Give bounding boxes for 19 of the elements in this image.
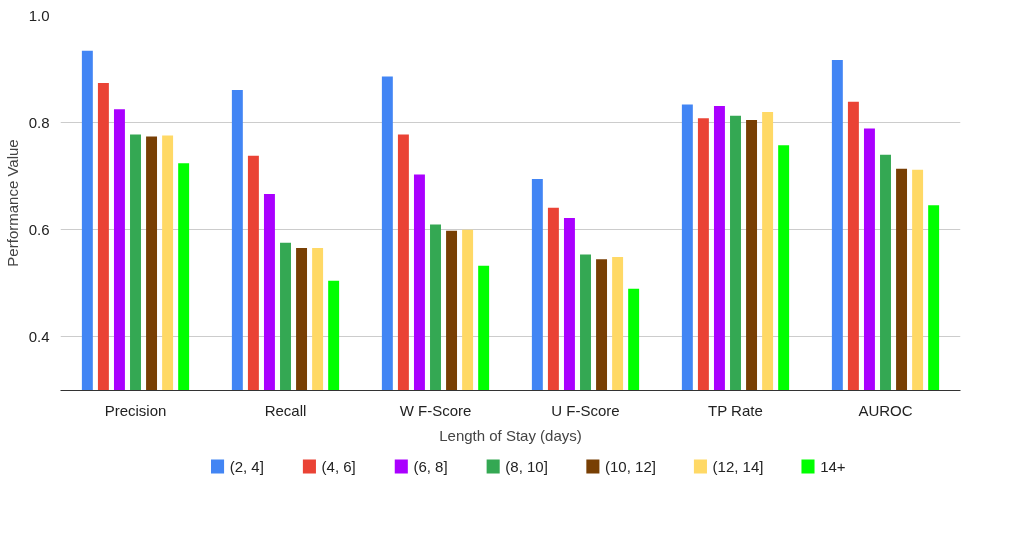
legend-label: (10, 12] xyxy=(605,458,656,475)
legend-label: (12, 14] xyxy=(712,458,764,475)
legend-label: (4, 6] xyxy=(321,458,356,475)
y-tick-label: 0.4 xyxy=(28,327,50,345)
x-tick-label: Precision xyxy=(104,401,167,419)
legend-label: 14+ xyxy=(820,457,846,475)
x-tick-label: AUROC xyxy=(858,401,913,419)
y-tick-label: 0.8 xyxy=(28,113,50,131)
x-tick-label: TP Rate xyxy=(707,401,763,419)
y-tick-label: 0.6 xyxy=(28,220,50,238)
x-tick-label: U F-Score xyxy=(551,401,620,419)
y-tick-label: 1.0 xyxy=(28,6,50,24)
x-tick-label: W F-Score xyxy=(399,401,472,419)
legend-label: (8, 10] xyxy=(505,458,548,475)
legend-label: (6, 8] xyxy=(413,458,448,475)
x-axis-title: Length of Stay (days) xyxy=(439,426,582,444)
x-tick-label: Recall xyxy=(264,401,307,419)
y-axis-title: Performance Value xyxy=(3,139,21,267)
legend-label: (2, 4] xyxy=(229,458,264,475)
